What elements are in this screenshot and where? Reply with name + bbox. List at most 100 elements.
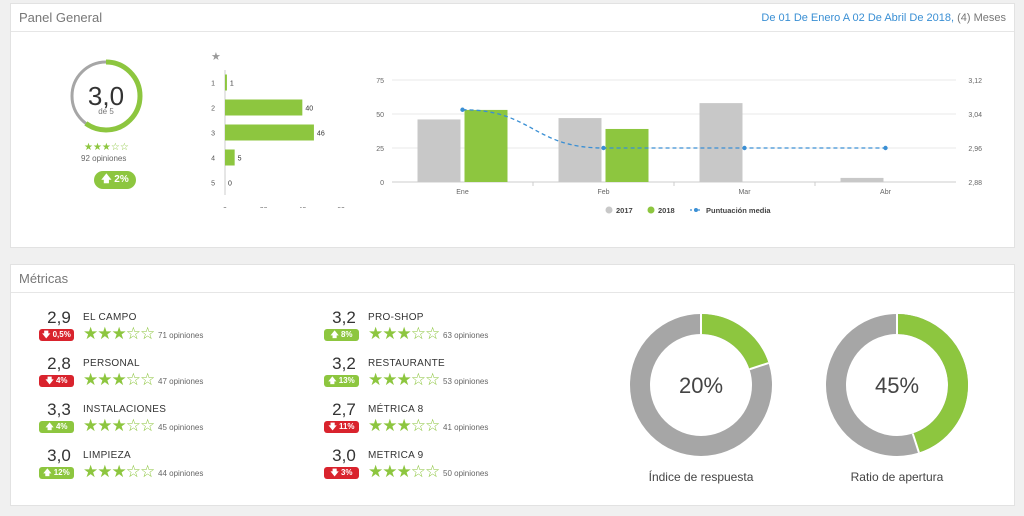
metric-score: 3,0	[47, 446, 71, 465]
star-icon: ★	[211, 51, 221, 63]
metric-change-badge: 🡅 8%	[324, 329, 359, 341]
line-point	[601, 145, 606, 151]
bar-2018	[464, 109, 508, 182]
metric-change-badge: 🡅 13%	[324, 375, 359, 387]
metric-item[interactable]: 2,8 PERSONAL 🡇 4% ★★★☆☆ 47 opiniones	[39, 354, 299, 394]
metric-stars: ★★★☆☆	[368, 416, 440, 435]
metric-name: LIMPIEZA	[83, 450, 131, 461]
arrow-down-icon: 🡇	[42, 330, 51, 339]
panel-metrics-header: Métricas	[11, 265, 1014, 293]
x-tick-label: Feb	[597, 189, 609, 196]
date-range[interactable]: De 01 De Enero A 02 De Abril De 2018, (4…	[761, 12, 1006, 24]
metric-opinions: 45 opiniones	[158, 423, 204, 432]
metric-item[interactable]: 3,2 RESTAURANTE 🡅 13% ★★★☆☆ 53 opiniones	[324, 354, 584, 394]
category-label: 1	[211, 81, 215, 88]
metric-opinions: 53 opiniones	[443, 377, 489, 386]
metric-score: 2,9	[47, 308, 71, 327]
donut-chart: 20%	[630, 314, 772, 456]
y-right-tick-label: 2,96	[968, 146, 982, 153]
metric-name: EL CAMPO	[83, 312, 137, 323]
line-point	[460, 107, 465, 112]
rating-value: 3,0	[87, 81, 125, 111]
rating-distribution-chart: ★ 1 1 2 40 3 46 4 5 5 0 0 20 40 60	[211, 51, 345, 208]
metric-stars: ★★★☆☆	[368, 462, 440, 481]
bar	[225, 124, 314, 141]
panel-general-header: Panel General De 01 De Enero A 02 De Abr…	[11, 4, 1014, 32]
y-right-tick-label: 3,12	[968, 78, 982, 85]
y-right-tick-label: 2,88	[968, 180, 982, 187]
arrow-up-icon: 🡅	[45, 422, 54, 431]
metric-name: PRO-SHOP	[368, 312, 424, 323]
metric-item[interactable]: 2,9 EL CAMPO 🡇 0,5% ★★★☆☆ 71 opiniones	[39, 308, 299, 348]
arrow-down-icon: 🡇	[330, 468, 339, 477]
metric-stars: ★★★☆☆	[83, 324, 155, 343]
bar-value-label: 1	[230, 81, 234, 88]
metric-change-badge: 🡅 12%	[39, 467, 74, 479]
rating-change-value: 2%	[114, 174, 129, 185]
legend-line-dot	[694, 208, 698, 212]
metric-score: 3,2	[332, 354, 356, 373]
panel-title: Panel General	[19, 10, 103, 25]
metric-stars: ★★★☆☆	[83, 370, 155, 389]
bar-2017	[840, 177, 884, 182]
metric-item[interactable]: 3,0 LIMPIEZA 🡅 12% ★★★☆☆ 44 opiniones	[39, 446, 299, 486]
donut-separator	[749, 362, 769, 371]
metric-item[interactable]: 2,7 MÉTRICA 8 🡇 11% ★★★☆☆ 41 opiniones	[324, 400, 584, 440]
date-range-link[interactable]: De 01 De Enero A 02 De Abril De 2018,	[761, 11, 955, 24]
metric-opinions: 50 opiniones	[443, 469, 489, 478]
rating-change-badge: 🡅 2%	[94, 171, 136, 189]
donut-value: 45%	[875, 373, 919, 398]
arrow-up-icon: 🡅	[330, 330, 339, 339]
line-puntuacion-media	[462, 109, 886, 149]
metric-opinions: 44 opiniones	[158, 469, 204, 478]
arrow-up-icon: 🡅	[43, 468, 52, 477]
metric-score: 3,0	[332, 446, 356, 465]
metric-item[interactable]: 3,0 METRICA 9 🡇 3% ★★★☆☆ 50 opiniones	[324, 446, 584, 486]
metric-change-value: 8%	[340, 330, 353, 339]
donut-label: Índice de respuesta	[648, 470, 754, 484]
bar-value-label: 46	[317, 131, 325, 138]
metric-stars: ★★★☆☆	[83, 462, 155, 481]
legend-item[interactable]: 2018	[647, 206, 675, 215]
metric-opinions: 41 opiniones	[443, 423, 489, 432]
legend-item[interactable]: Puntuación media	[690, 206, 771, 215]
line-point	[742, 145, 747, 151]
bar-value-label: 40	[305, 106, 313, 113]
metric-change-value: 4%	[55, 422, 68, 431]
donut-label: Ratio de apertura	[850, 470, 944, 484]
legend-item[interactable]: 2017	[605, 206, 633, 215]
y-left-tick-label: 50	[376, 112, 384, 119]
metric-score: 2,7	[332, 400, 356, 419]
legend-label: 2018	[658, 206, 675, 215]
metric-name: METRICA 9	[368, 450, 424, 461]
bar-2017	[699, 103, 743, 182]
panel-title: Métricas	[19, 271, 69, 286]
metric-item[interactable]: 3,3 INSTALACIONES 🡅 4% ★★★☆☆ 45 opiniones	[39, 400, 299, 440]
metric-item[interactable]: 3,2 PRO-SHOP 🡅 8% ★★★☆☆ 63 opiniones	[324, 308, 584, 348]
metric-stars: ★★★☆☆	[83, 416, 155, 435]
metric-score: 3,2	[332, 308, 356, 327]
metric-change-value: 11%	[338, 422, 355, 431]
bar-2017	[558, 118, 602, 182]
bar-2017	[417, 119, 461, 182]
rating-stars: ★★★☆☆	[84, 142, 129, 153]
metric-score: 3,3	[47, 400, 71, 419]
metric-change-value: 13%	[338, 376, 355, 385]
metric-change-badge: 🡇 11%	[324, 421, 359, 433]
x-tick-label: 40	[298, 207, 306, 208]
metric-change-value: 0,5%	[52, 330, 71, 339]
metric-change-badge: 🡇 0,5%	[39, 329, 74, 341]
x-tick-label: 60	[337, 207, 345, 208]
metric-change-value: 3%	[340, 468, 353, 477]
metric-change-value: 12%	[53, 468, 70, 477]
bar	[225, 99, 303, 116]
x-tick-label: Mar	[738, 189, 751, 196]
x-tick-label: Abr	[880, 189, 892, 196]
panel-general: Panel General De 01 De Enero A 02 De Abr…	[10, 3, 1015, 248]
x-tick-label: 20	[260, 207, 268, 208]
date-range-months: (4) Meses	[954, 11, 1006, 24]
metric-name: INSTALACIONES	[83, 404, 167, 415]
y-left-tick-label: 25	[376, 146, 384, 153]
bar	[225, 149, 235, 166]
metric-opinions: 47 opiniones	[158, 377, 204, 386]
